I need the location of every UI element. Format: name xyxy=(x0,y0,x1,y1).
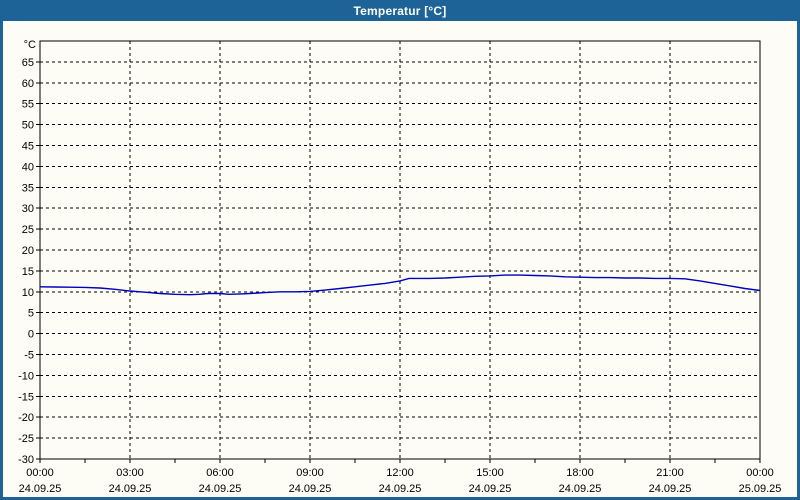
x-tick-date-label: 24.09.25 xyxy=(19,483,62,495)
y-tick-label: 60 xyxy=(22,78,34,90)
y-tick-label: 30 xyxy=(22,203,34,215)
temperature-line xyxy=(39,274,761,296)
y-tick-label: 0 xyxy=(28,329,34,341)
y-tick-label: 40 xyxy=(22,161,34,173)
y-tick-label: -30 xyxy=(18,454,34,466)
window-title: Temperatur [°C] xyxy=(353,3,447,18)
x-tick-time-label: 21:00 xyxy=(656,467,684,479)
y-tick-label: 25 xyxy=(22,224,34,236)
x-tick-date-label: 24.09.25 xyxy=(379,483,422,495)
series-lines xyxy=(39,274,761,296)
y-tick-label: 45 xyxy=(22,141,34,153)
x-axis-labels: 00:00 24.09.25 03:00 24.09.25 06:00 24.09.25 0… xyxy=(19,467,782,495)
x-tick-time-label: 00:00 xyxy=(746,467,774,479)
x-tick-time-label: 15:00 xyxy=(476,467,504,479)
x-tick-date-label: 24.09.25 xyxy=(199,483,242,495)
window-titlebar: Temperatur [°C] xyxy=(0,0,800,21)
y-tick-label: 10 xyxy=(22,287,34,299)
y-axis-ticks-labels: 65605550454035302520151050-5-10-15-20-25… xyxy=(18,39,40,466)
y-tick-label: 55 xyxy=(22,99,34,111)
x-gridlines xyxy=(129,41,671,459)
x-tick-time-label: 06:00 xyxy=(206,467,234,479)
y-tick-label: 5 xyxy=(28,308,34,320)
x-tick-date-label: 24.09.25 xyxy=(109,483,152,495)
x-tick-time-label: 18:00 xyxy=(566,467,594,479)
y-tick-label: -15 xyxy=(18,391,34,403)
y-tick-label: -25 xyxy=(18,433,34,445)
chart-area: 65 60 55 50 45 40 35 30 25 20 15 10 5 0 -5 -10 -15 -20 -25… xyxy=(3,21,797,497)
x-tick-time-label: 00:00 xyxy=(26,467,54,479)
y-tick-label: 35 xyxy=(22,182,34,194)
y-axis-unit-label: °C xyxy=(24,39,36,51)
x-tick-date-label: 25.09.25 xyxy=(739,483,782,495)
x-axis-ticks xyxy=(39,459,761,463)
y-tick-label: 15 xyxy=(22,266,34,278)
y-tick-label: 20 xyxy=(22,245,34,257)
temperature-chart: 65605550454035302520151050-5-10-15-20-25… xyxy=(18,39,782,495)
y-tick-label: -10 xyxy=(18,370,34,382)
x-tick-date-label: 24.09.25 xyxy=(559,483,602,495)
x-tick-time-label: 03:00 xyxy=(116,467,144,479)
x-tick-time-label: 12:00 xyxy=(386,467,414,479)
x-tick-time-label: 09:00 xyxy=(296,467,324,479)
y-gridlines xyxy=(40,61,760,439)
x-tick-date-label: 24.09.25 xyxy=(649,483,692,495)
y-tick-label: -5 xyxy=(24,350,34,362)
y-tick-label: -20 xyxy=(18,412,34,424)
x-tick-date-label: 24.09.25 xyxy=(469,483,512,495)
y-tick-label: 50 xyxy=(22,120,34,132)
x-tick-date-label: 24.09.25 xyxy=(289,483,332,495)
y-tick-label: 65 xyxy=(22,57,34,69)
